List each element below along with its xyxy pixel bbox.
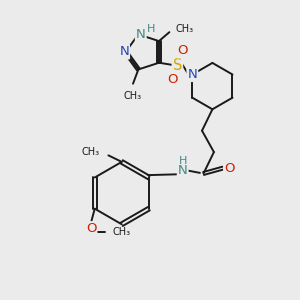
Text: N: N [119, 45, 129, 58]
Text: S: S [173, 58, 182, 73]
Text: CH₃: CH₃ [176, 24, 194, 34]
Text: CH₃: CH₃ [82, 147, 100, 157]
Text: CH₃: CH₃ [112, 227, 131, 238]
Text: O: O [168, 73, 178, 86]
Text: N: N [178, 164, 188, 177]
Text: H: H [178, 156, 187, 166]
Text: CH₃: CH₃ [123, 91, 142, 101]
Text: O: O [178, 44, 188, 57]
Text: H: H [147, 24, 155, 34]
Text: N: N [188, 68, 197, 81]
Text: O: O [224, 162, 235, 175]
Text: O: O [86, 222, 96, 235]
Text: N: N [136, 28, 146, 41]
